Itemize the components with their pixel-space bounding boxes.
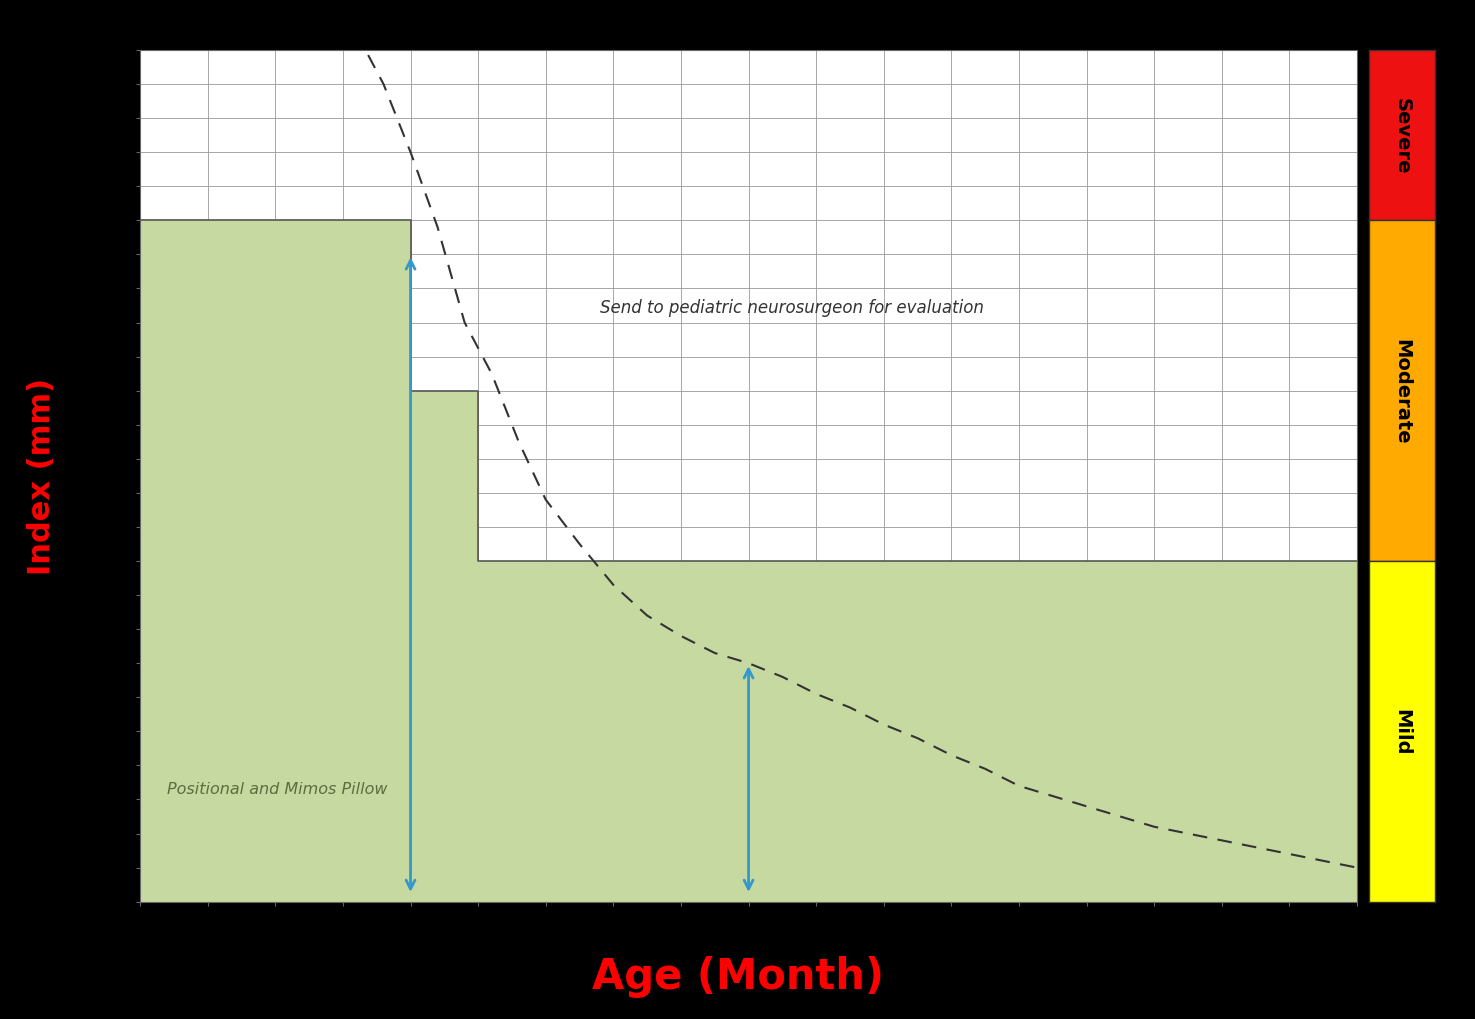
Text: Age (Month): Age (Month)	[591, 955, 884, 998]
Text: Moderate: Moderate	[1392, 338, 1412, 444]
X-axis label: Age in months: Age in months	[701, 929, 797, 943]
Text: Positional and Mimos Pillow: Positional and Mimos Pillow	[167, 781, 388, 796]
Title: Plagiocephaly Protocol: Plagiocephaly Protocol	[655, 29, 842, 47]
Text: Severe: Severe	[1392, 98, 1412, 174]
Y-axis label: Plagiocephaly index (mm): Plagiocephaly index (mm)	[97, 399, 109, 553]
Text: Index (mm): Index (mm)	[27, 378, 56, 575]
Polygon shape	[140, 221, 1357, 902]
Text: Send to pediatric neurosurgeon for evaluation: Send to pediatric neurosurgeon for evalu…	[600, 299, 984, 317]
Text: Mild: Mild	[1392, 708, 1412, 755]
